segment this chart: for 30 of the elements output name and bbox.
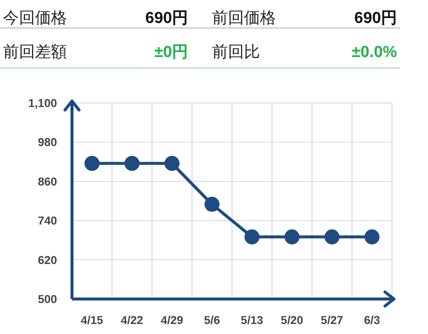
point bbox=[124, 156, 140, 171]
x-tick-label: 5/27 bbox=[320, 315, 344, 327]
y-tick-label: 500 bbox=[38, 294, 57, 306]
point bbox=[204, 196, 220, 212]
text: 前回価格 bbox=[212, 9, 276, 27]
text: ±0.0% bbox=[352, 44, 397, 61]
text: 今回価格 bbox=[3, 10, 67, 27]
point bbox=[84, 156, 100, 171]
x-tick-label: 5/6 bbox=[204, 315, 220, 327]
y-tick-label: 860 bbox=[38, 176, 57, 188]
point bbox=[284, 229, 300, 244]
text: 前回比 bbox=[212, 43, 260, 61]
text: ±0円 bbox=[154, 44, 188, 61]
x-tick-label: 4/22 bbox=[120, 315, 144, 327]
x-tick-label: 4/29 bbox=[160, 315, 184, 327]
point bbox=[164, 156, 180, 171]
y-tick-label: 740 bbox=[38, 216, 57, 228]
text: 690円 bbox=[145, 10, 188, 27]
point bbox=[244, 229, 260, 244]
y-tick-label: 980 bbox=[38, 137, 57, 150]
x-tick-label: 5/13 bbox=[240, 315, 264, 327]
text: 前回差額 bbox=[3, 43, 67, 61]
point bbox=[324, 229, 340, 244]
x-tick-label: 6/3 bbox=[364, 315, 380, 327]
y-tick-label: 620 bbox=[38, 254, 57, 267]
text: 690円 bbox=[354, 10, 397, 27]
x-tick-label: 4/15 bbox=[80, 315, 104, 327]
x-tick-label: 5/20 bbox=[280, 315, 304, 327]
point bbox=[364, 229, 380, 244]
y-tick-label: 1,100 bbox=[28, 98, 57, 110]
